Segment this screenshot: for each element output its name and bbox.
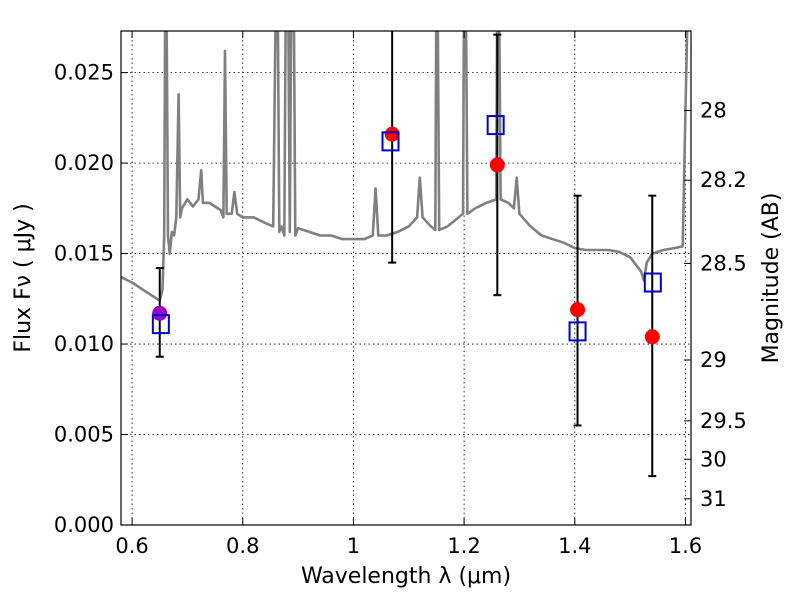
x-tick-label: 1.6 [669,534,702,558]
error-bars [155,31,657,478]
x-axis-label: Wavelength λ (μm) [301,564,511,589]
plot-area [121,31,689,478]
x-tick-label: 1.2 [447,534,480,558]
ticks: 0.6 0.8 1 1.2 1.4 1.6 0.000 0.005 0.010 0.015 0.02… [54,31,747,558]
y2-tick-label: 28 [700,98,727,122]
model-point [381,131,400,152]
grid [121,31,691,526]
y2-tick-label: 29.5 [700,409,747,433]
observed-point [384,126,400,142]
model-points [151,115,662,342]
y2-axis-label: Magnitude (AB) [759,193,784,364]
observed-point [152,305,168,321]
y-tick-label: 0.005 [54,423,114,447]
y2-tick-label: 31 [700,487,727,511]
y-tick-label: 0.010 [54,332,114,356]
observed-point [489,157,505,173]
y2-tick-label: 28.2 [700,168,747,192]
observed-point [644,329,660,345]
x-tick-label: 0.6 [115,534,148,558]
plot-frame [120,30,692,526]
spectrum-line [121,31,689,302]
model-point [643,272,662,293]
model-point [568,321,587,342]
y2-tick-label: 29 [700,348,727,372]
y2-tick-label: 28.5 [700,251,747,275]
observed-point [570,302,586,318]
y-axis-label: Flux Fν ( μJy ) [11,203,36,352]
x-tick-label: 1 [347,534,360,558]
y-tick-label: 0.000 [54,513,114,537]
x-tick-label: 1.4 [558,534,591,558]
observed-points [152,126,660,345]
model-spectrum [121,31,689,302]
model-point [151,314,170,335]
x-tick-label: 0.8 [226,534,259,558]
y-tick-label: 0.025 [54,61,114,85]
y-tick-label: 0.015 [54,242,114,266]
y-tick-label: 0.020 [54,151,114,175]
y2-tick-label: 30 [700,447,727,471]
model-point [486,115,505,136]
